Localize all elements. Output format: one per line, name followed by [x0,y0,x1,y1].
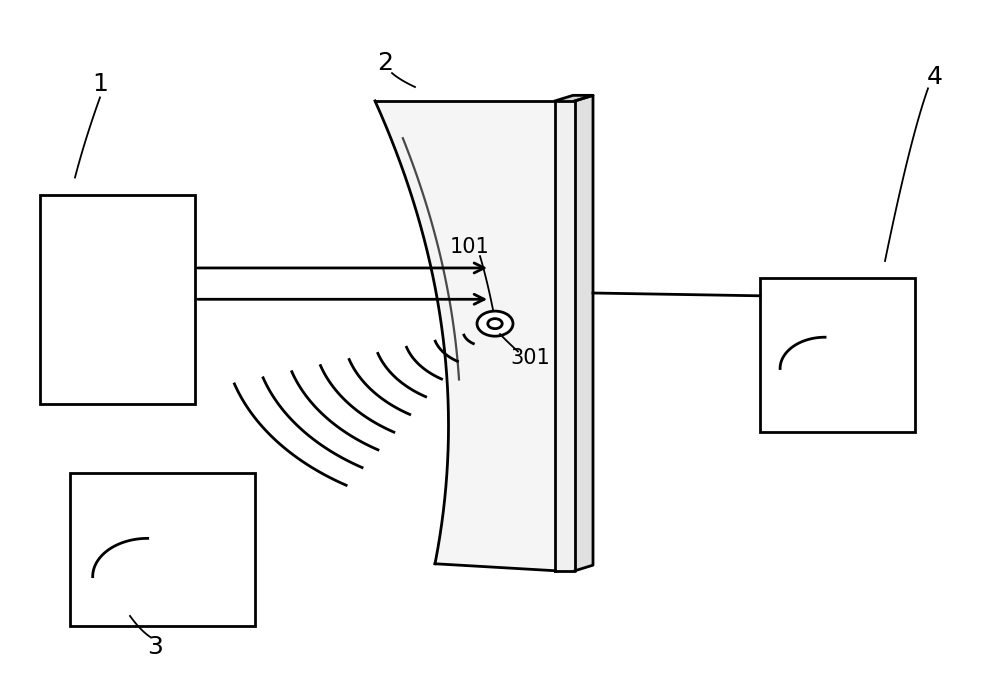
Text: 3: 3 [147,635,163,659]
Polygon shape [375,101,555,571]
Circle shape [477,311,513,336]
Text: 2: 2 [377,51,393,74]
Text: 1: 1 [92,72,108,95]
Bar [70,473,255,626]
Text: 4: 4 [927,65,943,88]
Text: 101: 101 [450,237,490,257]
Text: 301: 301 [510,349,550,368]
Bar [760,278,915,432]
Bar [40,195,195,404]
Polygon shape [555,101,575,571]
Circle shape [488,319,502,329]
Polygon shape [575,95,593,571]
Polygon shape [555,95,593,101]
